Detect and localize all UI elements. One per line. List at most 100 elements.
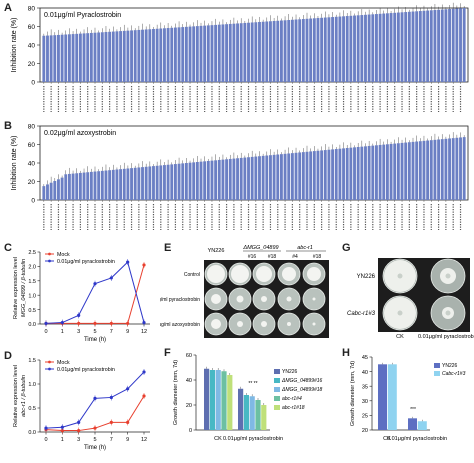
bar	[338, 148, 342, 200]
y-tick-label: 45	[362, 355, 368, 361]
legend-label: YN226	[282, 369, 298, 375]
bar	[320, 150, 324, 200]
bar	[166, 164, 170, 200]
x-tick-label: 5	[93, 437, 96, 443]
bar	[163, 28, 166, 83]
bar	[272, 20, 276, 82]
bar	[258, 21, 261, 83]
bar	[305, 151, 309, 200]
bar	[111, 31, 115, 82]
bar	[122, 30, 126, 83]
bar	[283, 153, 287, 200]
fungal-colony	[312, 297, 316, 301]
fungal-colony	[211, 294, 221, 304]
panel-label-a: A	[4, 2, 12, 14]
bar	[411, 141, 415, 200]
bar	[378, 364, 387, 430]
bar	[345, 16, 349, 83]
panel-label-e: E	[164, 242, 172, 254]
bar	[163, 165, 166, 200]
bar	[356, 146, 360, 200]
bar	[46, 184, 49, 200]
bar	[448, 138, 451, 200]
bar	[100, 170, 104, 200]
bar	[258, 156, 261, 200]
bar	[375, 145, 378, 200]
legend-label: abc-r1#4	[282, 396, 302, 402]
bar	[301, 19, 305, 82]
bar	[42, 186, 46, 200]
panel-label-c: C	[4, 242, 12, 254]
bar	[221, 371, 227, 430]
bar	[115, 169, 119, 200]
bar	[433, 139, 437, 200]
bar	[276, 20, 280, 82]
x-tick-label: 7	[110, 437, 113, 443]
bar	[210, 25, 214, 82]
bar	[119, 169, 123, 200]
bar	[250, 22, 254, 82]
bar	[396, 143, 400, 200]
plot-frame	[39, 125, 469, 201]
bar	[170, 27, 174, 82]
fungal-colony	[261, 296, 267, 302]
bar	[206, 160, 210, 200]
y-axis-label: Inhibition rate (%)	[11, 136, 18, 191]
bar	[221, 159, 225, 200]
bar	[298, 152, 302, 200]
x-tick-label: 0	[44, 329, 47, 335]
y-tick-label: 0.5	[28, 308, 36, 314]
bar	[228, 158, 232, 200]
bar	[49, 182, 53, 200]
bar	[210, 160, 214, 200]
legend-label: Mock	[57, 252, 70, 258]
y-tick-label: 0.5	[28, 406, 36, 412]
panel-label-h: H	[342, 347, 350, 359]
bar	[408, 418, 417, 430]
y-tick-label: 0	[189, 428, 192, 434]
bar	[393, 12, 397, 82]
bar	[97, 32, 101, 82]
bar	[144, 166, 148, 200]
bar	[60, 34, 64, 82]
bar	[407, 142, 411, 200]
bar	[89, 171, 93, 200]
bar	[89, 32, 93, 82]
chart-f: 0 20 40 60 Growth diameter (mm, 7d) CK 0.01μg/…	[173, 353, 323, 442]
bar	[203, 25, 207, 82]
y-tick-label: 0	[31, 198, 35, 205]
bar	[228, 23, 232, 82]
column-group-label: abc-r1	[297, 245, 313, 251]
bar	[254, 156, 258, 200]
bar	[360, 146, 364, 200]
bar	[209, 370, 215, 430]
legend-label: ΔMGG_04899#18	[281, 387, 323, 393]
bar	[78, 33, 82, 82]
bar	[148, 29, 152, 82]
bar	[217, 24, 221, 82]
bar	[349, 147, 353, 200]
chart-h: 20 25 30 35 40 45 Growth diameter (mm, 7d) CK0.…	[350, 355, 466, 442]
legend-label: 0.01μg/ml pyraclostrobin	[57, 367, 115, 373]
x-tick-label: 9	[126, 329, 129, 335]
bar	[417, 421, 427, 430]
fungal-colony	[261, 321, 267, 327]
bar	[104, 32, 108, 82]
column-label: #16	[248, 254, 257, 260]
bar	[53, 35, 57, 82]
bar	[353, 147, 356, 200]
x-tick-label: CK	[383, 436, 391, 442]
y-tick-label: 80	[28, 6, 36, 13]
bar	[459, 137, 462, 200]
bar	[287, 20, 291, 83]
bar	[173, 164, 177, 200]
bar	[265, 155, 269, 200]
bar	[276, 154, 280, 200]
colony-center	[445, 273, 451, 279]
bar	[422, 10, 426, 82]
bar	[236, 158, 239, 200]
bar	[290, 153, 294, 200]
y-axis-label: Growth diameter (mm, 7d)	[173, 360, 179, 425]
series-line	[46, 264, 145, 324]
bar	[93, 32, 97, 82]
